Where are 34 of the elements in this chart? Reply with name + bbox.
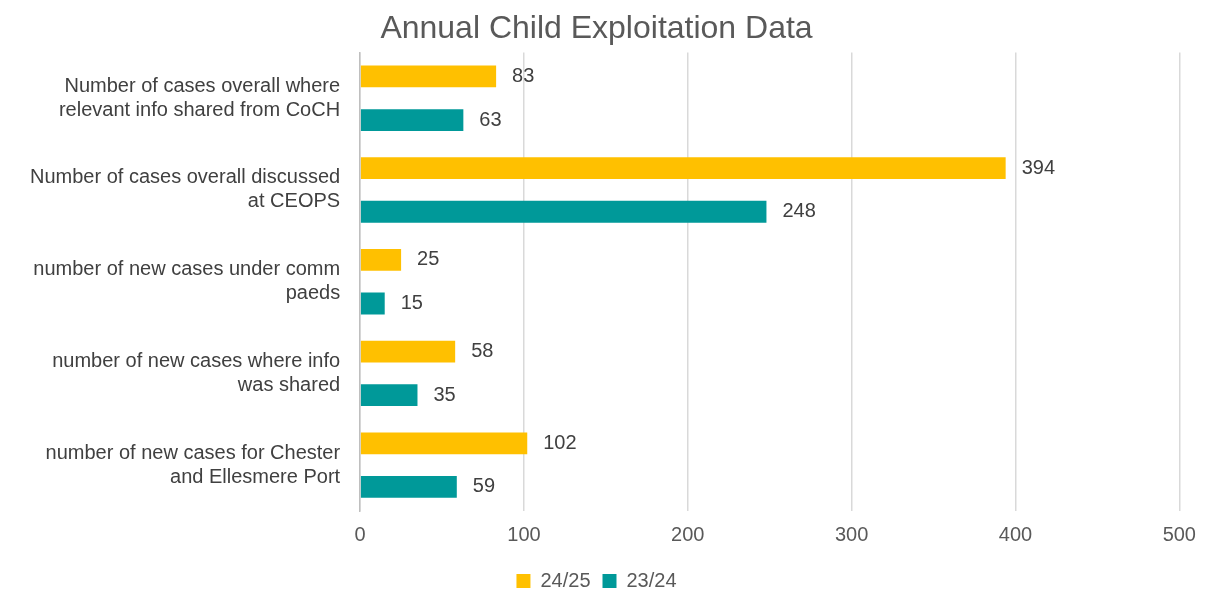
bar [360, 432, 528, 455]
bar [360, 249, 402, 271]
chart-title: Annual Child Exploitation Data [380, 9, 813, 46]
data-label: 83 [512, 63, 535, 86]
bar [360, 476, 457, 498]
x-tick-label: 300 [834, 522, 869, 545]
bar [360, 384, 418, 407]
bar [360, 65, 497, 88]
bar [360, 109, 464, 131]
data-label: 25 [417, 247, 440, 270]
bar [360, 157, 1006, 180]
data-label: 58 [471, 339, 494, 362]
data-label: 63 [479, 107, 502, 130]
x-tick-label: 100 [507, 522, 541, 545]
bar [360, 292, 385, 315]
legend-label: 24/25 [540, 568, 591, 591]
x-tick-label: 0 [354, 522, 366, 545]
data-label: 59 [472, 474, 496, 497]
y-tick-label: number of new cases where info was shared [52, 348, 341, 395]
y-tick-label: Number of cases overall where relevant info shared from CoCH [58, 73, 341, 120]
x-tick-label: 500 [1162, 522, 1196, 545]
bar [360, 340, 456, 363]
y-tick-label: number of new cases under comm paeds [33, 257, 341, 304]
x-tick-label: 400 [998, 522, 1033, 545]
data-label: 35 [433, 382, 456, 405]
y-tick-label: Number of cases overall discussed at CEOPS [30, 165, 341, 212]
data-label: 394 [1021, 155, 1056, 178]
data-label: 15 [400, 291, 423, 313]
data-label: 102 [543, 430, 577, 453]
legend-label: 23/24 [626, 568, 677, 591]
bar [360, 200, 767, 223]
y-tick-label: number of new cases for Chester and Ellesmere Port [45, 440, 341, 487]
x-tick-label: 200 [671, 522, 705, 545]
data-label: 248 [782, 199, 816, 222]
